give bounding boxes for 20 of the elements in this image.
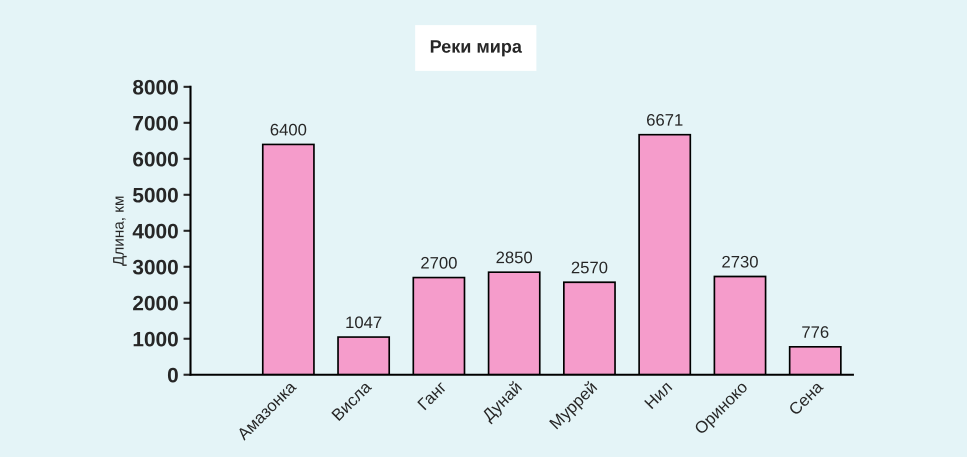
y-tick-label: 4000 <box>132 224 178 239</box>
y-axis-title: Длина, км <box>113 196 127 266</box>
data-label: 6671 <box>647 114 682 126</box>
data-label: 2570 <box>572 262 608 274</box>
y-tick-label: 8000 <box>133 80 178 95</box>
y-tick-label: 6000 <box>133 152 178 167</box>
y-tick-label: 7000 <box>133 116 178 131</box>
data-label: 1047 <box>346 316 382 328</box>
y-tick-label: 3000 <box>132 260 178 275</box>
y-tick-label: 1000 <box>134 332 178 347</box>
data-label: 2850 <box>496 252 532 264</box>
data-label: 776 <box>802 326 828 338</box>
data-label: 6400 <box>270 124 306 136</box>
chart-title: Реки мира <box>430 40 522 56</box>
data-label: 2700 <box>421 256 457 269</box>
y-tick-label: 0 <box>168 368 178 382</box>
x-tick-label: Нил <box>644 380 673 410</box>
y-tick-label: 2000 <box>133 296 178 311</box>
data-label: 2730 <box>722 256 758 268</box>
y-tick-label: 5000 <box>132 188 178 203</box>
